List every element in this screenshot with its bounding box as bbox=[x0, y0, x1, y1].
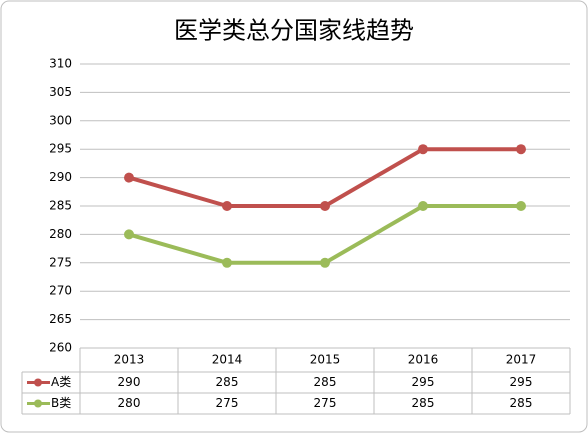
x-tick-label: 2016 bbox=[408, 353, 439, 367]
y-tick-label: 310 bbox=[49, 57, 72, 71]
legend-marker bbox=[34, 378, 42, 387]
table-value: 275 bbox=[314, 396, 337, 410]
y-tick-label: 305 bbox=[49, 85, 72, 99]
data-point bbox=[124, 229, 134, 240]
data-point bbox=[320, 201, 330, 211]
legend-label: B类 bbox=[51, 396, 71, 410]
table-value: 295 bbox=[412, 375, 435, 389]
data-point bbox=[516, 201, 526, 211]
x-tick-label: 2013 bbox=[114, 353, 145, 367]
x-tick-label: 2017 bbox=[506, 353, 537, 367]
x-tick-label: 2015 bbox=[310, 353, 341, 367]
legend-label: A类 bbox=[51, 375, 71, 389]
data-point bbox=[418, 201, 428, 211]
y-tick-label: 300 bbox=[49, 113, 72, 127]
data-point bbox=[222, 201, 232, 211]
y-tick-label: 260 bbox=[49, 341, 72, 355]
y-tick-label: 265 bbox=[49, 312, 72, 326]
y-tick-label: 285 bbox=[49, 199, 72, 213]
table-value: 285 bbox=[510, 396, 533, 410]
legend-marker bbox=[34, 399, 42, 408]
table-value: 285 bbox=[412, 396, 435, 410]
table-value: 285 bbox=[314, 375, 337, 389]
x-tick-label: 2014 bbox=[212, 353, 243, 367]
y-tick-label: 290 bbox=[49, 170, 72, 184]
table-value: 275 bbox=[216, 396, 239, 410]
y-tick-label: 270 bbox=[49, 284, 72, 298]
data-point bbox=[418, 144, 428, 155]
table-value: 285 bbox=[216, 375, 239, 389]
y-tick-label: 280 bbox=[49, 227, 72, 241]
data-point bbox=[320, 257, 330, 268]
data-point bbox=[124, 172, 134, 183]
y-tick-label: 275 bbox=[49, 255, 72, 269]
data-point bbox=[222, 257, 232, 268]
chart-title: 医学类总分国家线趋势 bbox=[174, 17, 414, 45]
table-value: 295 bbox=[510, 375, 533, 389]
table-value: 290 bbox=[118, 375, 141, 389]
y-tick-label: 295 bbox=[49, 142, 72, 156]
table-value: 280 bbox=[118, 396, 141, 410]
data-point bbox=[516, 144, 526, 155]
